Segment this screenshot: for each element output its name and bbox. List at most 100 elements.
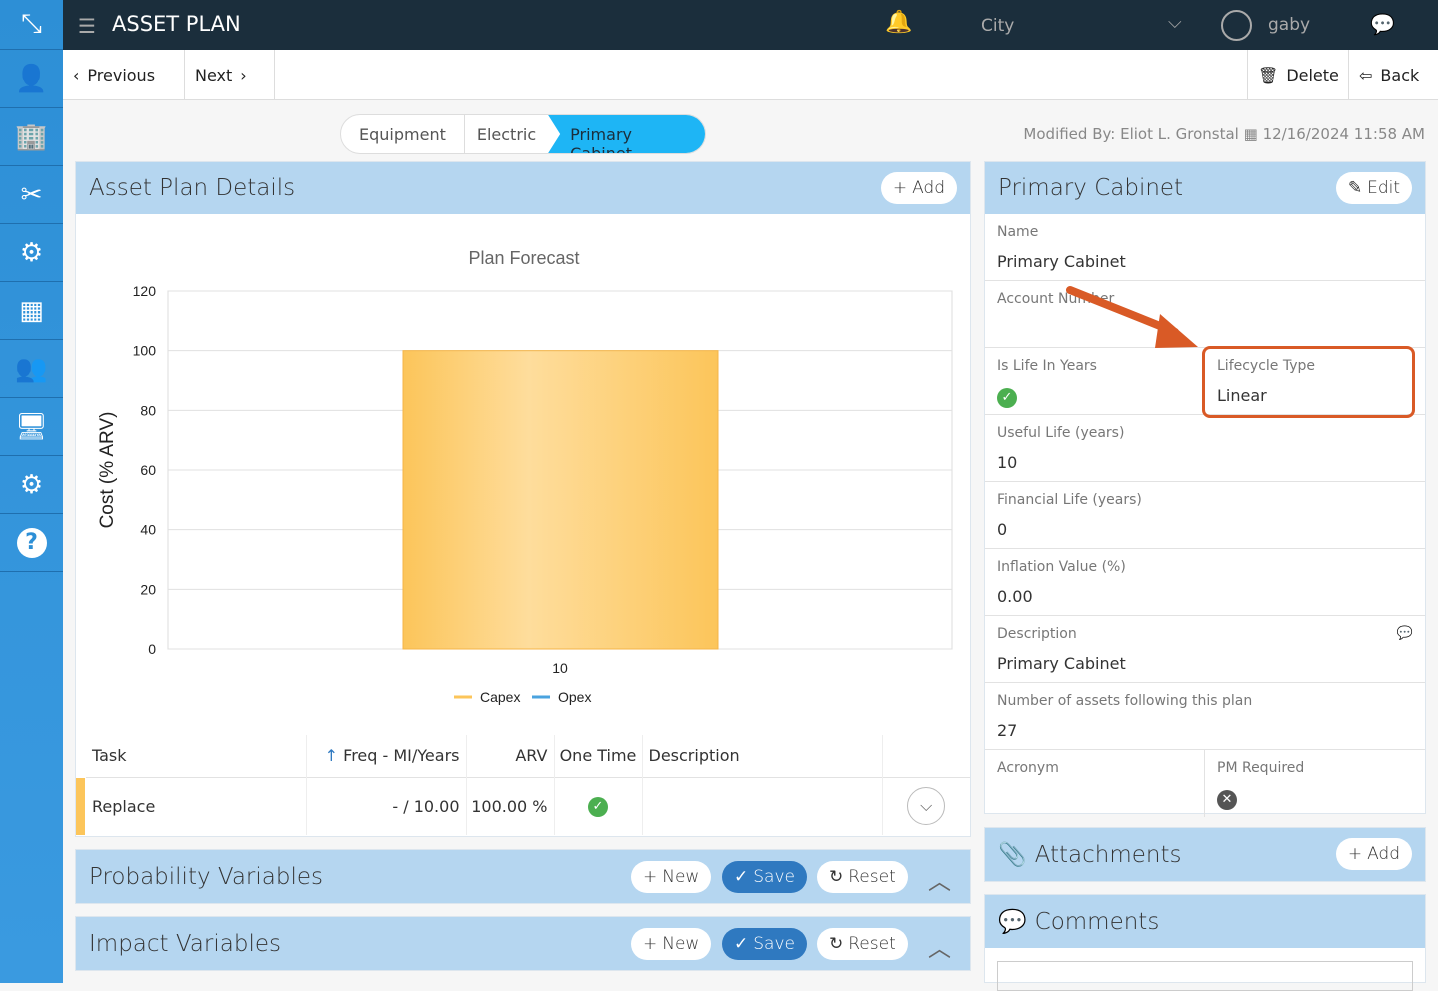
label: Number of assets following this plan bbox=[997, 693, 1253, 709]
help-icon[interactable]: ? bbox=[0, 515, 63, 572]
arv-cell: 100.00 % bbox=[466, 777, 555, 835]
tools-icon[interactable]: ✂ bbox=[0, 167, 63, 224]
section-title: Probability Variables bbox=[89, 863, 323, 890]
breadcrumb-primary-cabinet[interactable]: Primary Cabinet bbox=[548, 115, 705, 153]
label: Useful Life (years) bbox=[997, 425, 1125, 441]
col-freq[interactable]: ↑ Freq - MI/Years bbox=[306, 735, 467, 777]
edit-label: Edit bbox=[1367, 178, 1400, 198]
col-description[interactable]: Description bbox=[642, 735, 883, 777]
user-icon[interactable]: 👤 bbox=[0, 51, 63, 108]
chevron-down-icon[interactable]: ⌵ bbox=[1168, 12, 1182, 33]
next-label: Next bbox=[195, 65, 233, 85]
comment-input[interactable] bbox=[997, 961, 1413, 991]
breadcrumb: Equipment Electric Primary Cabinet bbox=[340, 114, 706, 154]
task-table: Task ↑ Freq - MI/Years ARV One Time Desc… bbox=[76, 735, 970, 835]
store-icon[interactable]: ▦ bbox=[0, 283, 63, 340]
check-icon: ✓ bbox=[588, 797, 608, 818]
value: 0.00 bbox=[997, 587, 1033, 606]
city-select[interactable]: City bbox=[981, 16, 1015, 36]
y-tick-label: 60 bbox=[140, 462, 156, 478]
add-button[interactable]: + Add bbox=[880, 172, 957, 204]
add-attachment-button[interactable]: + Add bbox=[1335, 838, 1412, 870]
chat-icon[interactable]: 💬 bbox=[1370, 12, 1395, 36]
expand-row-button[interactable]: ⌵ bbox=[907, 787, 946, 826]
menu-icon[interactable]: ☰ bbox=[78, 14, 96, 38]
breadcrumb-equipment[interactable]: Equipment bbox=[359, 125, 446, 144]
label: Financial Life (years) bbox=[997, 492, 1142, 508]
field-financial-life: Financial Life (years) 0 bbox=[985, 482, 1425, 549]
label: Lifecycle Type bbox=[1217, 358, 1316, 374]
delete-label: Delete bbox=[1286, 65, 1339, 85]
back-button[interactable]: ⇦ Back bbox=[1349, 50, 1438, 100]
label: Description bbox=[997, 626, 1077, 642]
probability-variables-panel: Probability Variables + New ✓ Save ↻ Res… bbox=[75, 849, 971, 904]
panel-title: Asset Plan Details bbox=[89, 175, 296, 201]
modified-date: 12/16/2024 11:58 AM bbox=[1262, 125, 1425, 143]
y-tick-label: 100 bbox=[133, 343, 157, 359]
x-tick-label: 10 bbox=[552, 660, 568, 676]
save-button[interactable]: ✓ Save bbox=[722, 928, 807, 960]
back-arrow-icon: ⇦ bbox=[1359, 65, 1373, 85]
section-header: Impact Variables + New ✓ Save ↻ Reset ︿ bbox=[76, 917, 970, 970]
field-inflation: Inflation Value (%) 0.00 bbox=[985, 549, 1425, 616]
head-gear-icon[interactable]: ⚙ bbox=[0, 225, 63, 282]
table-row[interactable]: Replace - / 10.00 100.00 % ✓ ⌵ bbox=[76, 777, 970, 835]
panel-title: Primary Cabinet bbox=[998, 175, 1184, 201]
value: Primary Cabinet bbox=[997, 252, 1126, 271]
comment-icon[interactable]: 💬 bbox=[1396, 626, 1413, 641]
meeting-icon[interactable]: 👥 bbox=[0, 341, 63, 398]
edit-button[interactable]: ✎ Edit bbox=[1335, 172, 1412, 204]
new-button[interactable]: + New bbox=[631, 861, 712, 893]
x-circle-icon: ✕ bbox=[1217, 790, 1237, 810]
y-tick-label: 80 bbox=[140, 402, 156, 418]
monitor-chart-icon[interactable]: 🖥 bbox=[0, 399, 63, 456]
field-name: Name Primary Cabinet bbox=[985, 214, 1425, 281]
bell-icon[interactable]: 🔔 bbox=[885, 10, 913, 35]
reset-label: Reset bbox=[848, 934, 896, 954]
save-label: Save bbox=[753, 934, 795, 954]
chevron-right-icon: › bbox=[240, 65, 247, 85]
field-assets-count: Number of assets following this plan 27 bbox=[985, 683, 1425, 750]
field-pm-required: PM Required ✕ bbox=[1205, 750, 1425, 817]
task-value: Replace bbox=[92, 796, 156, 816]
label: Acronym bbox=[997, 760, 1059, 776]
col-task[interactable]: Task bbox=[86, 735, 307, 777]
app-title: ASSET PLAN bbox=[112, 12, 241, 36]
paperclip-icon: 📎 bbox=[998, 842, 1027, 868]
label: PM Required bbox=[1217, 760, 1305, 776]
new-button[interactable]: + New bbox=[631, 928, 712, 960]
save-button[interactable]: ✓ Save bbox=[722, 861, 807, 893]
y-tick-label: 0 bbox=[148, 641, 156, 657]
chevron-left-icon: ‹ bbox=[73, 65, 80, 85]
collapse-icon[interactable]: ︿ bbox=[928, 869, 951, 895]
modified-info: Modified By: Eliot L. Gronstal ▦ 12/16/2… bbox=[1023, 125, 1425, 143]
collapse-icon[interactable]: ︿ bbox=[928, 936, 951, 962]
next-button[interactable]: Next › bbox=[185, 50, 275, 100]
previous-button[interactable]: ‹ Previous bbox=[63, 50, 185, 100]
add-label: Add bbox=[912, 178, 945, 198]
reset-button[interactable]: ↻ Reset bbox=[817, 861, 908, 893]
section-header: Probability Variables + New ✓ Save ↻ Res… bbox=[76, 850, 970, 903]
delete-button[interactable]: 🗑 Delete bbox=[1247, 50, 1349, 100]
modified-by: Modified By: Eliot L. Gronstal bbox=[1023, 125, 1239, 143]
panel-header: Primary Cabinet ✎ Edit bbox=[985, 162, 1425, 214]
breadcrumb-electric[interactable]: Electric bbox=[463, 115, 548, 153]
sort-up-icon: ↑ bbox=[324, 746, 339, 766]
y-tick-label: 20 bbox=[140, 581, 156, 597]
value: Linear bbox=[1217, 386, 1267, 405]
asset-plan-details-panel: Asset Plan Details + Add Plan Forecast 0 20… bbox=[75, 161, 971, 837]
comments-panel: 💬 Comments bbox=[984, 894, 1426, 991]
gear-icon[interactable]: ⚙ bbox=[0, 457, 63, 514]
panel-header: Asset Plan Details + Add bbox=[76, 162, 970, 214]
col-arv[interactable]: ARV bbox=[466, 735, 555, 777]
description-cell bbox=[642, 777, 883, 835]
value: 0 bbox=[997, 520, 1008, 539]
avatar[interactable] bbox=[1221, 10, 1252, 41]
reset-button[interactable]: ↻ Reset bbox=[817, 928, 908, 960]
impact-variables-panel: Impact Variables + New ✓ Save ↻ Reset ︿ bbox=[75, 916, 971, 971]
col-one-time[interactable]: One Time bbox=[554, 735, 643, 777]
building-icon[interactable]: 🏢 bbox=[0, 109, 63, 166]
logo-icon[interactable]: ⤡ bbox=[0, 0, 63, 50]
user-menu[interactable]: gaby bbox=[1268, 15, 1311, 35]
freq-cell: - / 10.00 bbox=[306, 777, 467, 835]
